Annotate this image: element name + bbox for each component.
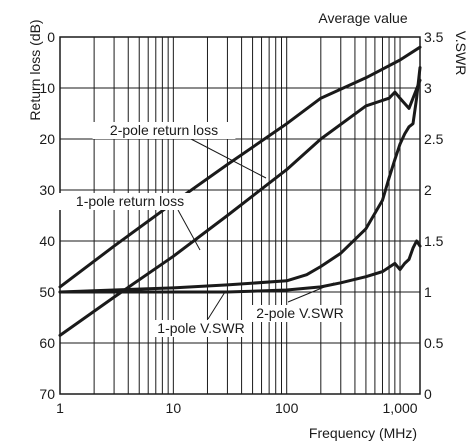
annotation-background bbox=[92, 122, 236, 139]
x-tick-label: 10 bbox=[166, 400, 182, 416]
y-tick-label: 60 bbox=[39, 335, 55, 351]
y2-tick-label: 0 bbox=[424, 386, 432, 402]
y2-tick-label: 3 bbox=[424, 80, 432, 96]
series-line-1-pole-return-loss bbox=[58, 78, 422, 337]
y-tick-label: 70 bbox=[39, 386, 55, 402]
x-tick-label: 1 bbox=[56, 400, 64, 416]
annotation-leader bbox=[207, 291, 226, 320]
annotation-leader bbox=[177, 209, 201, 251]
annotation-background bbox=[251, 305, 349, 322]
y2-tick-label: 1 bbox=[424, 284, 432, 300]
annotation-background bbox=[58, 193, 202, 210]
x-axis-label: Frequency (MHz) bbox=[309, 425, 417, 441]
annotation-label-1-pole-v-swr: 1-pole V.SWR bbox=[157, 320, 244, 336]
series-line-1-pole-v-swr bbox=[58, 239, 422, 294]
annotation-label-2-pole-v-swr: 2-pole V.SWR bbox=[256, 305, 343, 321]
y2-tick-label: 1.5 bbox=[424, 233, 444, 249]
y-axis-label: Return loss (dB) bbox=[27, 19, 43, 120]
tick-labels: 1 10 100 1,000 0 10 20 30 40 50 60 70 0 0.5 1 1.5 2 2.5 3 3… bbox=[39, 29, 443, 416]
annotation-leader bbox=[287, 282, 335, 303]
annotation-label-1-pole-return-loss: 1-pole return loss bbox=[76, 193, 184, 209]
y-tick-label: 20 bbox=[39, 131, 55, 147]
x-tick-label: 100 bbox=[275, 400, 299, 416]
y2-axis-label: V.SWR bbox=[453, 31, 469, 76]
y2-tick-label: 3.5 bbox=[424, 29, 444, 45]
series-lines bbox=[58, 45, 422, 337]
y2-tick-label: 2 bbox=[424, 182, 432, 198]
y-tick-label: 10 bbox=[39, 80, 55, 96]
y-tick-label: 0 bbox=[47, 29, 55, 45]
y-tick-label: 30 bbox=[39, 182, 55, 198]
annotation-label-2-pole-return-loss: 2-pole return loss bbox=[110, 122, 218, 138]
y2-tick-label: 0.5 bbox=[424, 335, 444, 351]
y2-tick-label: 2.5 bbox=[424, 131, 444, 147]
series-line-2-pole-v-swr bbox=[58, 66, 422, 294]
y-tick-label: 40 bbox=[39, 233, 55, 249]
annotations: 2-pole return loss 1-pole return loss 2-po… bbox=[58, 122, 349, 337]
grid bbox=[59, 36, 421, 395]
y-tick-label: 50 bbox=[39, 284, 55, 300]
series-line-2-pole-return-loss bbox=[58, 45, 422, 289]
x-tick-label: 1,000 bbox=[383, 400, 418, 416]
plot-frame bbox=[59, 36, 421, 395]
annotation-background bbox=[152, 320, 250, 337]
chart-subtitle: Average value bbox=[318, 10, 407, 26]
annotation-leader bbox=[190, 138, 267, 179]
